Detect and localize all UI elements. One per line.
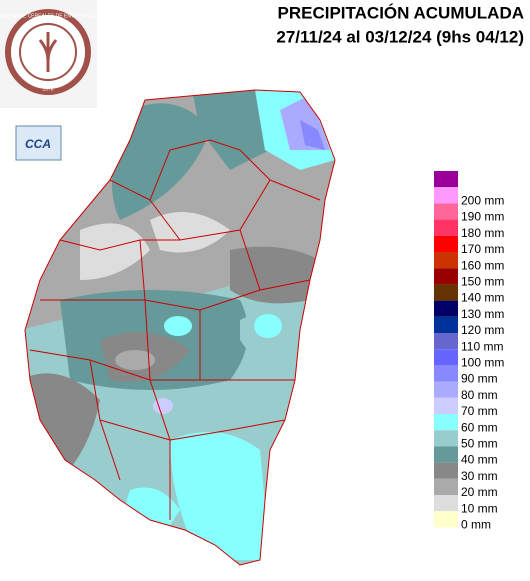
legend-swatch xyxy=(434,252,458,269)
legend-swatch xyxy=(434,430,458,447)
title: PRECIPITACIÓN ACUMULADA xyxy=(278,3,525,22)
legend-label: 0 mm xyxy=(461,517,491,531)
legend-label: 130 mm xyxy=(461,307,504,321)
legend-label: 200 mm xyxy=(461,193,504,207)
department-borders xyxy=(24,89,336,566)
legend-label: 10 mm xyxy=(461,501,498,515)
legend-swatch xyxy=(434,300,458,317)
legend-swatch xyxy=(434,235,458,252)
legend-label: 150 mm xyxy=(461,274,504,288)
legend-swatch xyxy=(434,397,458,414)
legend-swatch xyxy=(434,171,458,188)
legend-label: 60 mm xyxy=(461,420,498,434)
legend-swatch xyxy=(434,284,458,301)
legend-label: 30 mm xyxy=(461,469,498,483)
legend-label: 110 mm xyxy=(461,339,503,353)
legend-label: 80 mm xyxy=(461,388,498,402)
legend-swatch xyxy=(434,414,458,431)
legend: 200 mm 190 mm 180 mm 170 mm 160 mm 150 mm 140 … xyxy=(434,171,504,531)
cca-badge: CCA xyxy=(15,125,62,161)
legend-label: 140 mm xyxy=(461,291,504,305)
legend-swatch xyxy=(434,316,458,333)
legend-swatch xyxy=(434,511,458,528)
legend-label: 160 mm xyxy=(461,258,504,272)
badge-text: CCA xyxy=(25,137,51,151)
legend-label: 50 mm xyxy=(461,436,498,450)
legend-label: 100 mm xyxy=(461,355,504,369)
legend-label: 170 mm xyxy=(461,242,504,256)
legend-swatch xyxy=(434,365,458,382)
legend-swatch xyxy=(434,495,458,512)
legend-swatch xyxy=(434,446,458,463)
legend-label: 70 mm xyxy=(461,404,498,418)
legend-swatch xyxy=(434,333,458,350)
logo-text: BOLSA DE CEREALES DE ENTRE RIOS xyxy=(1,13,95,19)
legend-swatch xyxy=(434,462,458,479)
legend-label: 190 mm xyxy=(461,210,504,224)
legend-swatch xyxy=(434,268,458,285)
legend-label: 120 mm xyxy=(461,323,504,337)
legend-swatch xyxy=(434,349,458,366)
legend-swatch xyxy=(434,187,458,204)
legend-label: 90 mm xyxy=(461,372,498,386)
logo-year: 1978 xyxy=(42,86,53,92)
legend-label: 40 mm xyxy=(461,453,498,467)
legend-swatch xyxy=(434,203,458,220)
logo: BOLSA DE CEREALES DE ENTRE RIOS 1978 xyxy=(0,0,97,108)
legend-swatch xyxy=(434,219,458,236)
legend-label: 180 mm xyxy=(461,226,504,240)
subtitle: 27/11/24 al 03/12/24 (9hs 04/12) xyxy=(276,27,524,46)
legend-swatch xyxy=(434,478,458,495)
legend-label: 20 mm xyxy=(461,485,498,499)
legend-swatch xyxy=(434,381,458,398)
